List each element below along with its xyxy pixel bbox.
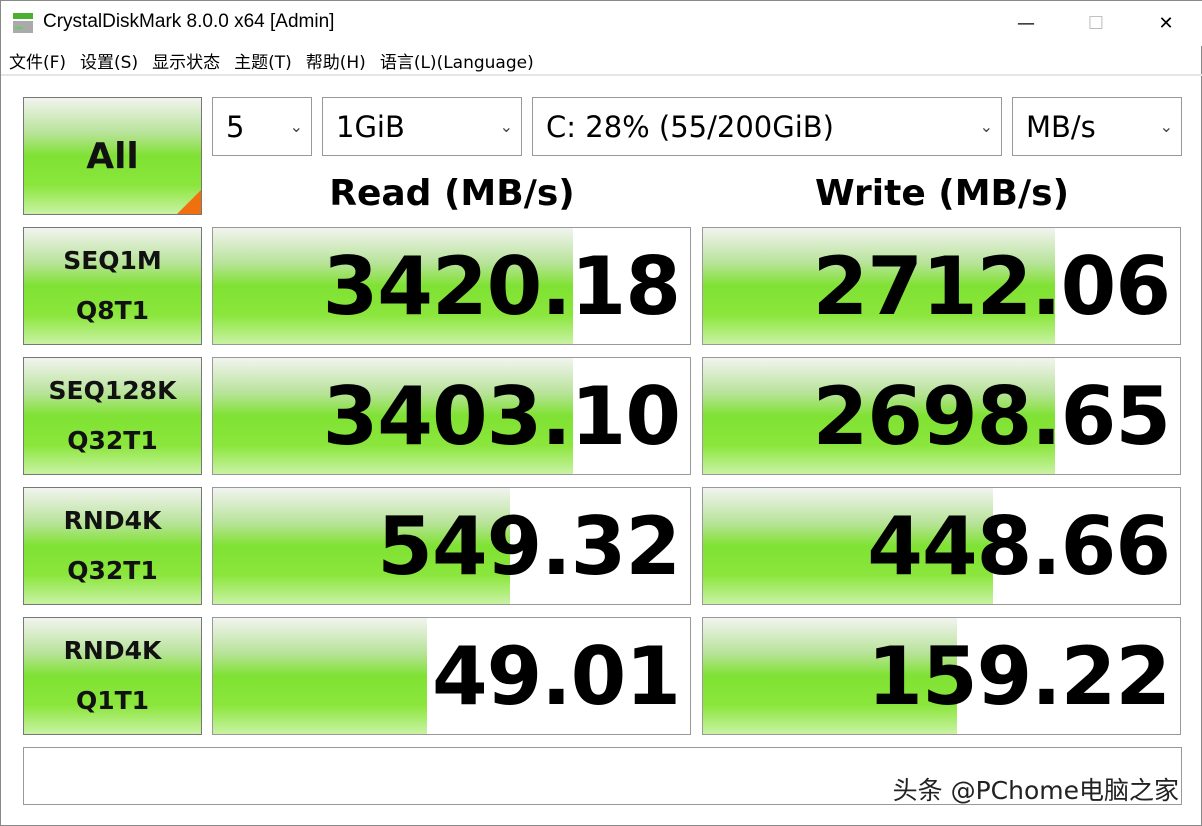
write-bar bbox=[703, 618, 958, 734]
test-name: RND4K bbox=[63, 636, 162, 665]
read-bar bbox=[213, 228, 574, 344]
read-bar bbox=[213, 488, 511, 604]
menu-help[interactable]: 帮助(H) bbox=[305, 52, 366, 73]
count-select[interactable]: 5 ⌄ bbox=[212, 97, 312, 156]
test-button-1[interactable]: SEQ128K Q32T1 bbox=[23, 357, 202, 475]
unit-value: MB/s bbox=[1026, 109, 1096, 144]
write-value: 2712.06 bbox=[812, 239, 1171, 333]
read-result: 49.01 bbox=[212, 617, 691, 735]
test-button-0[interactable]: SEQ1M Q8T1 bbox=[23, 227, 202, 345]
unit-select[interactable]: MB/s ⌄ bbox=[1012, 97, 1182, 156]
menu-file[interactable]: 文件(F) bbox=[9, 52, 67, 73]
window-title: CrystalDiskMark 8.0.0 x64 [Admin] bbox=[43, 11, 335, 32]
all-label: All bbox=[86, 135, 139, 177]
read-result: 3420.18 bbox=[212, 227, 691, 345]
count-value: 5 bbox=[226, 109, 245, 144]
test-queue: Q1T1 bbox=[75, 686, 150, 715]
write-result: 2712.06 bbox=[702, 227, 1181, 345]
drive-value: C: 28% (55/200GiB) bbox=[546, 109, 834, 144]
menu-language[interactable]: 语言(L)(Language) bbox=[379, 52, 534, 73]
test-queue: Q32T1 bbox=[67, 426, 158, 455]
read-result: 549.32 bbox=[212, 487, 691, 605]
maximize-button[interactable]: ☐ bbox=[1087, 13, 1105, 34]
write-result: 2698.65 bbox=[702, 357, 1181, 475]
write-value: 448.66 bbox=[867, 499, 1171, 593]
write-value: 159.22 bbox=[867, 629, 1171, 723]
title-bar: CrystalDiskMark 8.0.0 x64 [Admin] — ☐ ✕ bbox=[1, 1, 1202, 46]
all-button[interactable]: All bbox=[23, 97, 202, 215]
menu-settings[interactable]: 设置(S) bbox=[80, 52, 139, 73]
chevron-down-icon: ⌄ bbox=[289, 117, 303, 136]
read-value: 549.32 bbox=[377, 499, 681, 593]
test-name: SEQ128K bbox=[48, 376, 177, 405]
test-name: SEQ1M bbox=[63, 246, 162, 275]
test-queue: Q32T1 bbox=[67, 556, 158, 585]
read-value: 3403.10 bbox=[322, 369, 681, 463]
size-select[interactable]: 1GiB ⌄ bbox=[322, 97, 522, 156]
comment-field[interactable] bbox=[23, 747, 1182, 805]
chevron-down-icon: ⌄ bbox=[499, 117, 513, 136]
close-button[interactable]: ✕ bbox=[1158, 13, 1174, 34]
write-bar bbox=[703, 488, 994, 604]
menu-display[interactable]: 显示状态 bbox=[152, 52, 221, 73]
test-button-3[interactable]: RND4K Q1T1 bbox=[23, 617, 202, 735]
size-value: 1GiB bbox=[336, 109, 405, 144]
read-value: 49.01 bbox=[431, 629, 681, 723]
write-bar bbox=[703, 228, 1056, 344]
write-bar bbox=[703, 358, 1056, 474]
read-bar bbox=[213, 358, 574, 474]
write-header: Write (MB/s) bbox=[814, 173, 1070, 214]
chevron-down-icon: ⌄ bbox=[979, 117, 993, 136]
drive-select[interactable]: C: 28% (55/200GiB) ⌄ bbox=[532, 97, 1002, 156]
app-icon bbox=[13, 13, 33, 33]
chevron-down-icon: ⌄ bbox=[1159, 117, 1173, 136]
test-queue: Q8T1 bbox=[75, 296, 150, 325]
minimize-button[interactable]: — bbox=[1017, 13, 1035, 34]
read-result: 3403.10 bbox=[212, 357, 691, 475]
menu-bar: 文件(F) 设置(S) 显示状态 主题(T) 帮助(H) 语言(L)(Langu… bbox=[1, 46, 1202, 76]
test-name: RND4K bbox=[63, 506, 162, 535]
read-header: Read (MB/s) bbox=[329, 173, 575, 214]
write-value: 2698.65 bbox=[812, 369, 1171, 463]
corner-indicator bbox=[177, 190, 201, 214]
watermark: 头条 @PChome电脑之家 bbox=[892, 776, 1179, 805]
read-value: 3420.18 bbox=[322, 239, 681, 333]
write-result: 448.66 bbox=[702, 487, 1181, 605]
write-result: 159.22 bbox=[702, 617, 1181, 735]
test-button-2[interactable]: RND4K Q32T1 bbox=[23, 487, 202, 605]
read-bar bbox=[213, 618, 427, 734]
menu-theme[interactable]: 主题(T) bbox=[234, 52, 292, 73]
